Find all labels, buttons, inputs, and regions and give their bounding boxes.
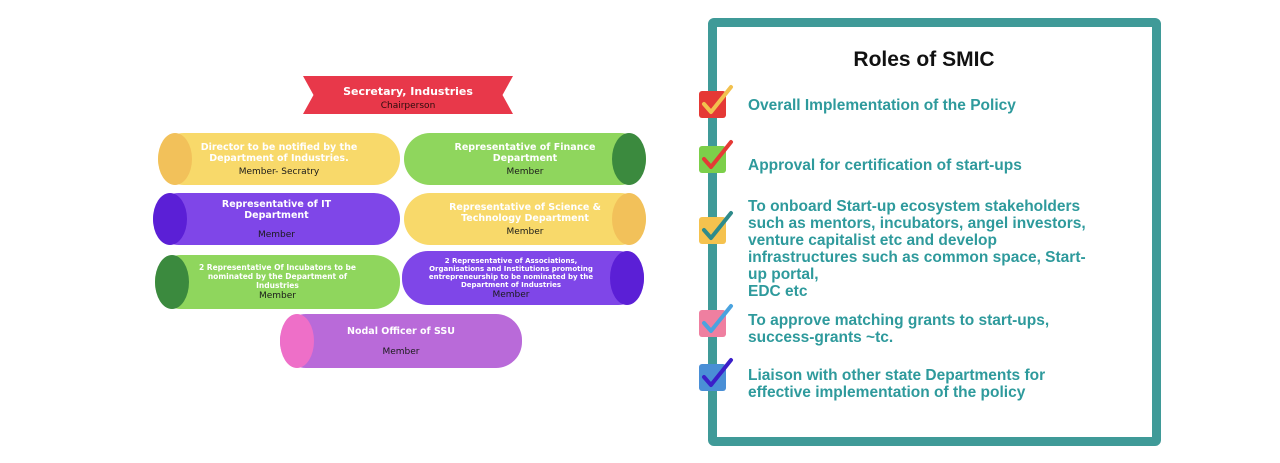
chairperson-title: Secretary, Industries <box>343 85 473 98</box>
role-item: Overall Implementation of the Policy <box>748 97 1016 114</box>
member-role: Member- Secratry <box>238 166 320 177</box>
role-item: To onboard Start-up ecosystem stakeholde… <box>748 198 1086 300</box>
member-title: 2 Representative Of Incubators to be nom… <box>198 263 357 290</box>
member-role: Member <box>506 166 544 177</box>
chairperson-banner: Secretary, Industries Chairperson <box>303 76 513 114</box>
checkbox-icon <box>699 85 733 118</box>
member-role: Member <box>382 346 420 357</box>
member-title: Nodal Officer of SSU <box>347 325 455 337</box>
member-finance-department: Representative of Finance Department Mem… <box>404 133 646 185</box>
member-science-technology: Representative of Science & Technology D… <box>404 193 646 245</box>
member-title: Representative of Science & Technology D… <box>449 201 601 224</box>
member-nodal-officer: Nodal Officer of SSU Member <box>280 314 522 368</box>
member-role: Member <box>492 289 530 300</box>
checkbox-icon <box>699 304 733 337</box>
member-title: Representative of IT Department <box>221 198 332 221</box>
member-role: Member <box>257 229 296 240</box>
member-title: 2 Representative of Associations, Organi… <box>428 256 594 289</box>
member-it-department: Representative of IT Department Member <box>153 193 400 245</box>
role-item: Approval for certification of start-ups <box>748 157 1022 174</box>
member-director-industries: Director to be notified by the Departmen… <box>158 133 400 185</box>
checkbox-icon <box>699 211 733 244</box>
panel-title: Roles of SMIC <box>853 48 995 71</box>
role-item: To approve matching grants to start-ups,… <box>748 312 1050 346</box>
member-role: Member <box>506 226 544 237</box>
member-title: Director to be notified by the Departmen… <box>200 141 358 164</box>
checkbox-icon <box>699 358 733 391</box>
checkbox-icon <box>699 140 733 173</box>
member-associations: 2 Representative of Associations, Organi… <box>402 251 644 305</box>
member-incubators: 2 Representative Of Incubators to be nom… <box>155 255 400 309</box>
chairperson-role: Chairperson <box>380 101 436 111</box>
role-item: Liaison with other state Departments for… <box>748 367 1046 401</box>
member-title: Representative of Finance Department <box>454 141 596 164</box>
member-role: Member <box>258 291 297 301</box>
